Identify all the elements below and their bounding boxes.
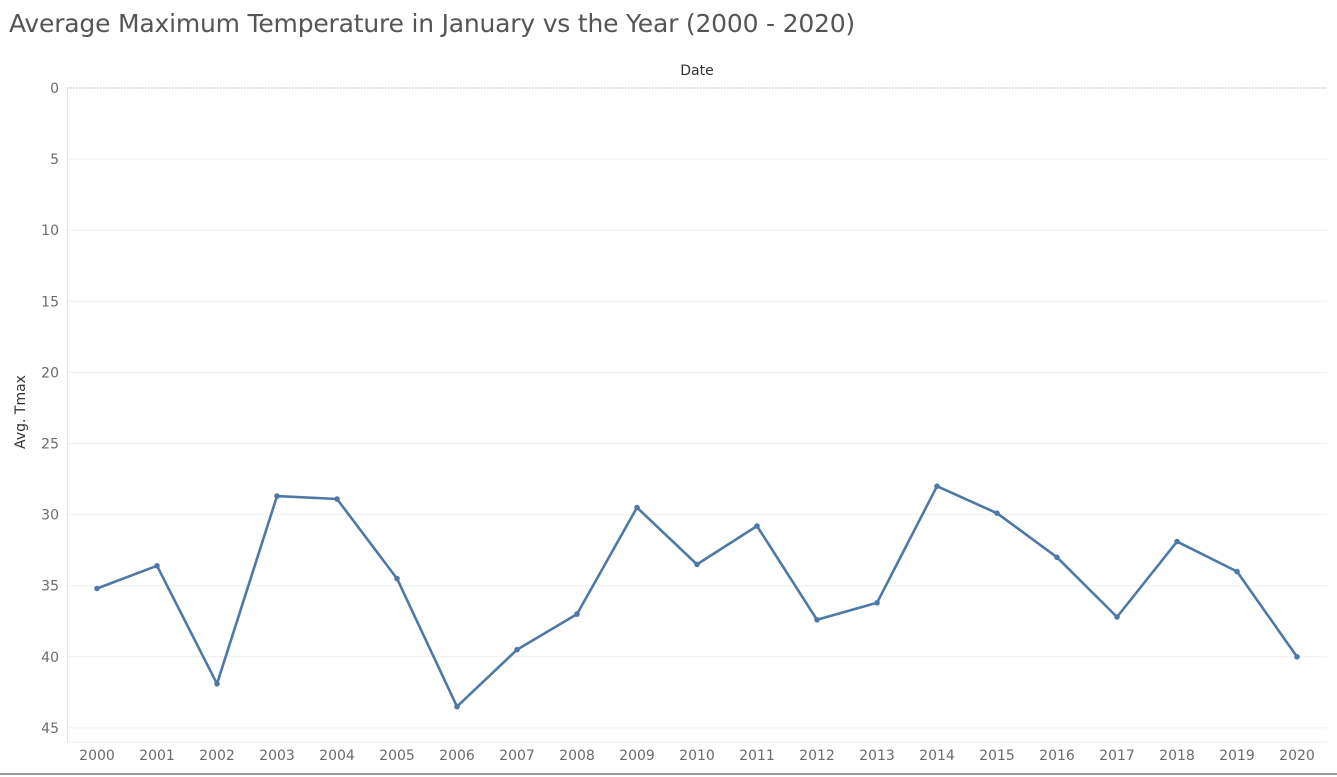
x-tick-label: 2014	[919, 748, 955, 764]
x-tick-label: 2013	[859, 748, 895, 764]
data-point[interactable]	[214, 681, 220, 687]
x-tick-label: 2018	[1159, 748, 1195, 764]
x-tick-label: 2006	[439, 748, 475, 764]
data-point[interactable]	[754, 523, 760, 529]
data-point[interactable]	[934, 483, 940, 490]
data-point[interactable]	[814, 617, 820, 623]
x-tick-label: 2012	[799, 748, 835, 764]
data-point[interactable]	[514, 646, 520, 653]
x-tick-label: 2005	[379, 748, 415, 764]
data-point[interactable]	[994, 510, 1000, 516]
data-point[interactable]	[694, 561, 700, 568]
series-line	[95, 484, 1299, 708]
y-axis-label: Avg. Tmax	[13, 375, 29, 449]
x-axis-ticks: 2000 2001 2002 2003 2004 2005 2006 2007 2008 2009…	[79, 748, 1315, 764]
x-tick-label: 2007	[499, 748, 535, 764]
data-point[interactable]	[454, 703, 460, 710]
data-point[interactable]	[574, 611, 580, 617]
x-tick-label: 2020	[1279, 748, 1315, 764]
x-tick-label: 2009	[619, 748, 655, 764]
x-tick-label: 2000	[79, 748, 115, 764]
y-tick-label: 45	[41, 721, 59, 737]
data-point[interactable]	[334, 496, 340, 502]
x-tick-label: 2017	[1099, 748, 1135, 764]
data-point[interactable]	[1054, 554, 1060, 561]
x-tick-label: 2004	[319, 748, 355, 764]
gridlines	[67, 158, 1327, 729]
data-point[interactable]	[1174, 538, 1180, 545]
data-point[interactable]	[874, 600, 880, 606]
y-tick-label: 0	[50, 81, 59, 97]
x-tick-label: 2011	[739, 748, 775, 764]
x-tick-label: 2010	[679, 748, 715, 764]
x-tick-label: 2003	[259, 748, 295, 764]
y-tick-label: 40	[41, 650, 59, 666]
chart-title: Average Maximum Temperature in January v…	[9, 9, 855, 38]
x-tick-label: 2002	[199, 748, 235, 764]
data-point[interactable]	[1114, 614, 1120, 620]
x-tick-label: 2001	[139, 748, 175, 764]
y-axis-ticks: 0 5 10 15 20 25 30 35 40 45	[41, 81, 59, 737]
y-tick-label: 25	[41, 437, 59, 453]
y-tick-label: 35	[41, 579, 59, 595]
x-tick-label: 2015	[979, 748, 1015, 764]
bottom-rule	[0, 773, 1337, 775]
data-point[interactable]	[154, 563, 160, 569]
y-tick-label: 15	[41, 294, 59, 310]
y-tick-label: 20	[41, 365, 59, 381]
data-point[interactable]	[274, 493, 280, 499]
data-point[interactable]	[634, 504, 640, 511]
x-tick-label: 2008	[559, 748, 595, 764]
data-point[interactable]	[94, 585, 100, 592]
series-layer	[94, 483, 1300, 710]
x-tick-label: 2016	[1039, 748, 1075, 764]
column-header-label: Date	[680, 63, 713, 79]
y-tick-label: 5	[50, 152, 59, 168]
data-point[interactable]	[1294, 654, 1300, 660]
data-point[interactable]	[1234, 568, 1240, 575]
y-tick-label: 10	[41, 223, 59, 239]
data-point[interactable]	[394, 575, 400, 582]
y-tick-label: 30	[41, 508, 59, 524]
x-tick-label: 2019	[1219, 748, 1255, 764]
